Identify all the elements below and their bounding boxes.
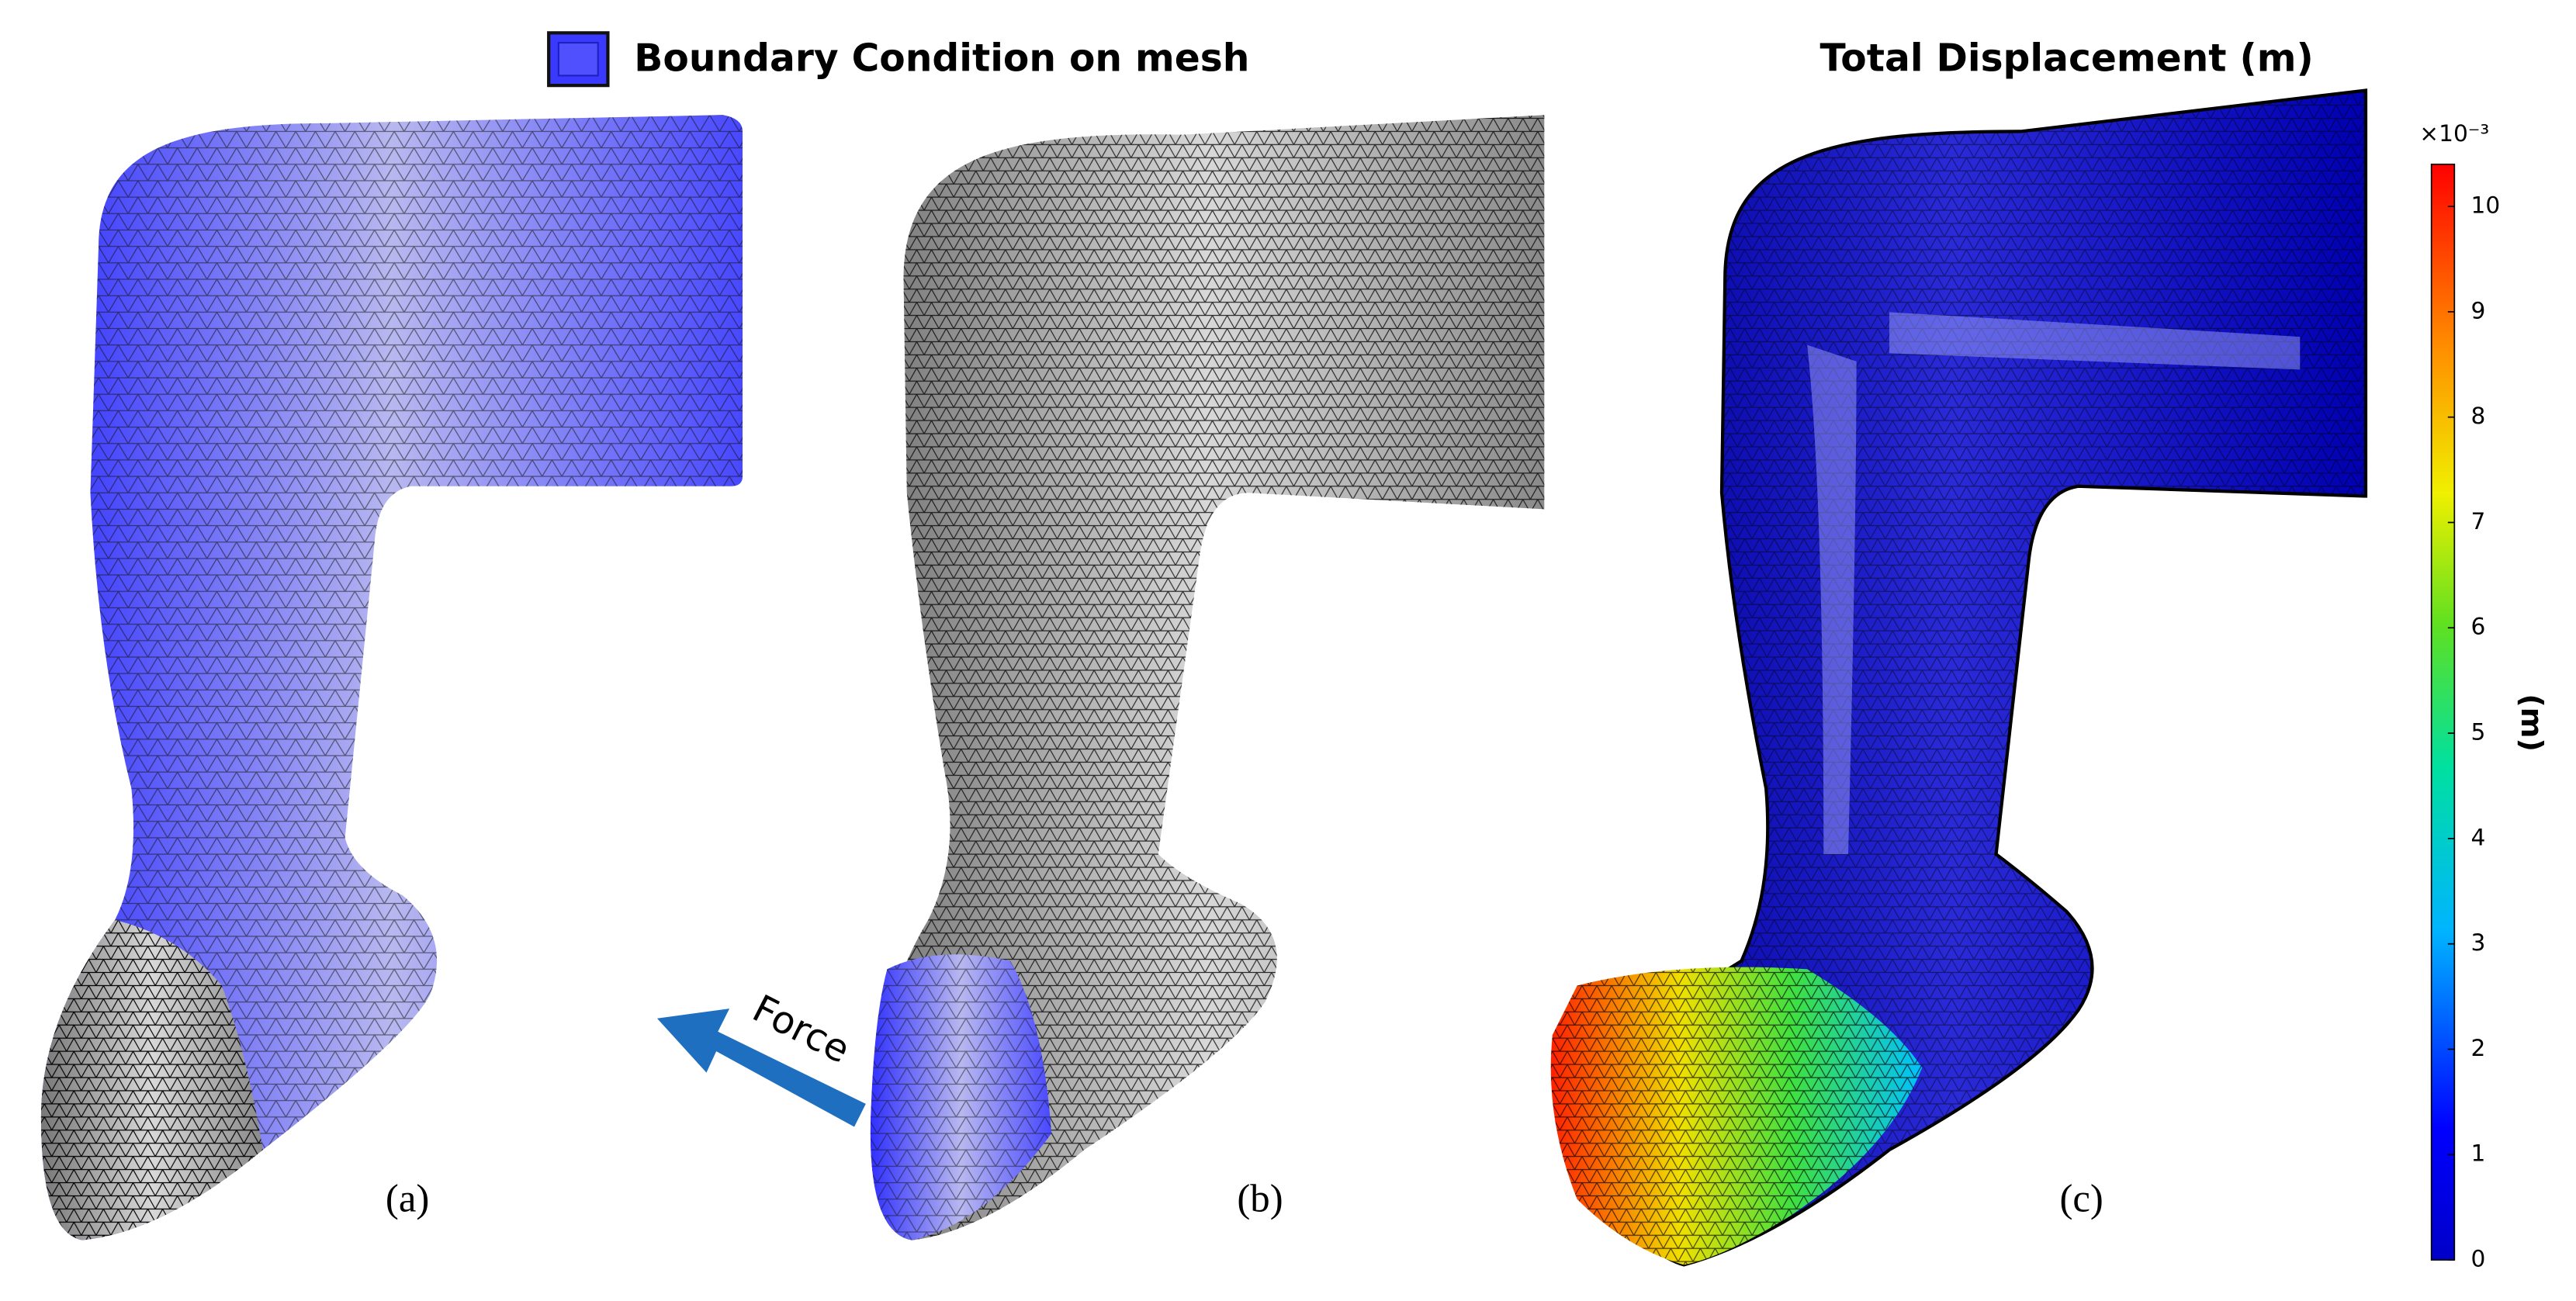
tick-label: 8 [2470, 402, 2485, 429]
panel-label: (b) [1237, 1177, 1283, 1220]
tick-label: 0 [2470, 1245, 2485, 1272]
legend-label: Boundary Condition on mesh [634, 36, 1249, 80]
legend-swatch-inner [557, 42, 599, 77]
panel-b: Force (b) [656, 115, 1545, 1240]
colorbar-label: (m) [2515, 694, 2549, 752]
colorbar-multiplier: ×10⁻³ [2419, 119, 2489, 147]
panel-c: Total Displacement (m) (c) [1550, 36, 2366, 1265]
panel-a: (a) [40, 115, 743, 1240]
tick-label: 6 [2470, 613, 2485, 640]
tick-label: 7 [2470, 507, 2485, 535]
tick-label: 4 [2470, 823, 2485, 850]
panel-title: Total Displacement (m) [1820, 36, 2314, 80]
colorbar-scale [2430, 163, 2456, 1261]
panel-label: (a) [386, 1177, 429, 1220]
panel-label: (c) [2059, 1177, 2103, 1220]
force-arrow [656, 1009, 866, 1127]
tick-label: 10 [2470, 192, 2500, 219]
tick-label: 2 [2470, 1034, 2485, 1061]
tick-label: 9 [2470, 296, 2485, 324]
tick-label: 5 [2470, 718, 2485, 746]
tick-label: 3 [2470, 929, 2485, 956]
tick-label: 1 [2470, 1140, 2485, 1167]
colorbar: ×10⁻³ (m) 0 1 2 3 4 5 6 7 8 9 10 [2419, 119, 2549, 1272]
